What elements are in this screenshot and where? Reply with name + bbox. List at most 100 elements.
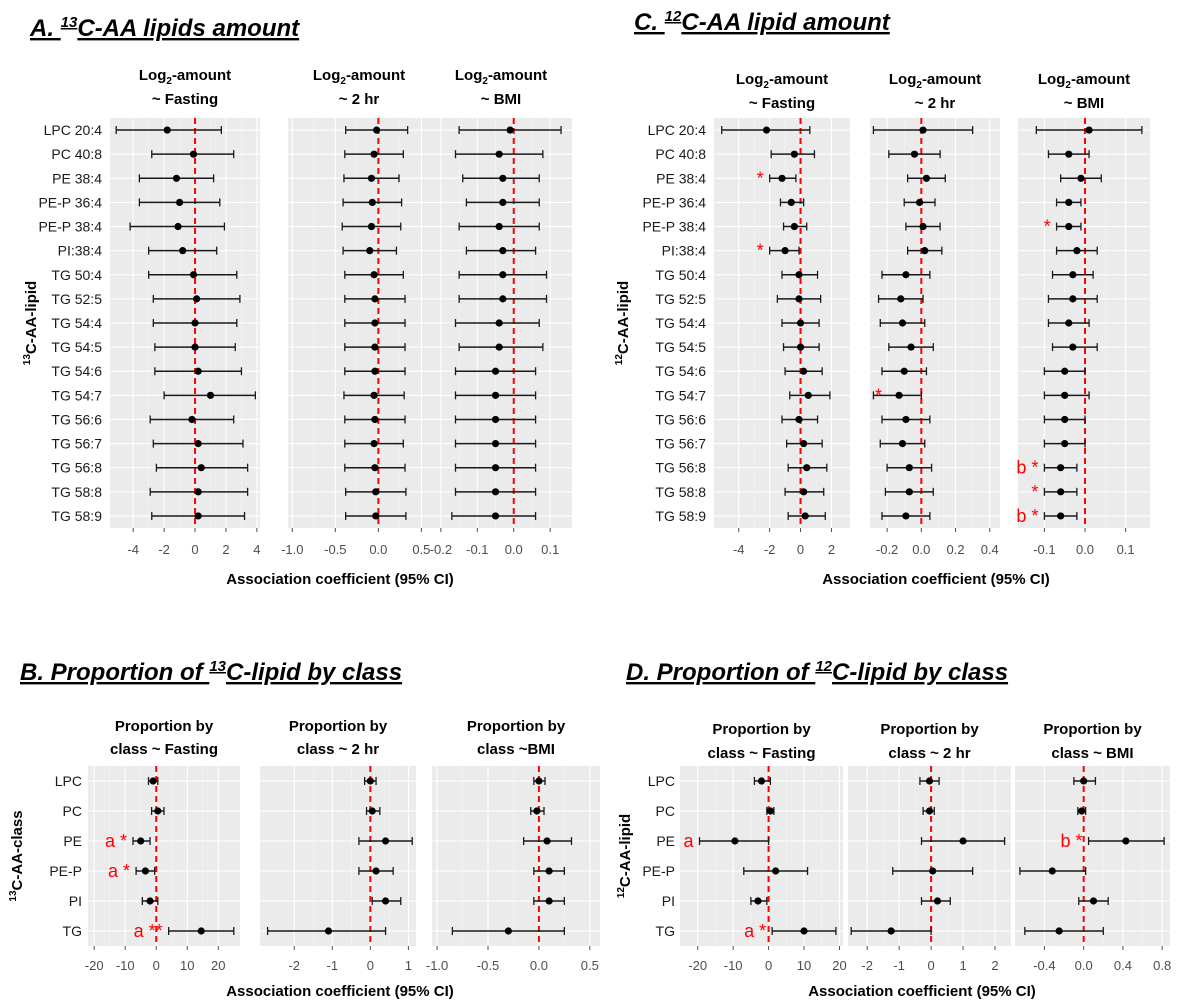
- x-tick-label: 0.5: [412, 542, 430, 557]
- estimate-point: [504, 927, 512, 935]
- estimate-point: [1069, 343, 1077, 351]
- estimate-point: [898, 439, 907, 448]
- facet-background: [88, 766, 240, 946]
- y-axis-rest: C-AA-lipid: [615, 281, 632, 354]
- estimate-point: [495, 343, 503, 351]
- facet: Log2-amount~ Fasting-4 -2 0 2 4: [110, 67, 261, 557]
- estimate-point: [197, 927, 205, 935]
- row-label: PE-P 36:4: [642, 194, 706, 210]
- estimate-point: [491, 488, 500, 496]
- estimate-point: [366, 247, 374, 255]
- estimate-point: [772, 867, 780, 875]
- significance-marker: a *: [744, 921, 766, 941]
- y-axis-isotope: 12: [616, 887, 627, 899]
- estimate-point: [372, 867, 380, 875]
- x-tick-label: 0: [367, 958, 374, 973]
- x-tick-label: -1: [327, 958, 339, 973]
- estimate-point: [1057, 464, 1065, 472]
- estimate-point: [189, 271, 198, 279]
- estimate-point: [371, 464, 379, 472]
- x-tick-label: -10: [116, 958, 135, 973]
- estimate-point: [766, 807, 774, 815]
- x-tick-label: -10: [724, 958, 743, 973]
- facet: Log2-amount~ Fasting-4 -2 0 2**: [714, 71, 850, 557]
- panel-title: C. 12C-AA lipid amount: [634, 8, 891, 36]
- row-label: LPC: [648, 773, 675, 789]
- row-label: PI: [662, 893, 675, 909]
- x-axis-title: Association coefficient (95% CI): [226, 983, 454, 1000]
- row-label: TG: [656, 923, 675, 939]
- facet-title-subscript: 2: [763, 80, 769, 91]
- x-tick-label: -0.1: [1033, 542, 1055, 557]
- estimate-point: [929, 867, 937, 875]
- row-label: TG: [63, 923, 82, 939]
- facet-title-line: Proportion by: [1043, 721, 1142, 738]
- estimate-point: [731, 837, 739, 845]
- panel-title-prefix: C.: [634, 9, 665, 36]
- estimate-point: [800, 488, 808, 496]
- x-tick-label: 0: [153, 958, 160, 973]
- x-tick-label: -2: [764, 542, 776, 557]
- estimate-point: [1061, 391, 1069, 399]
- facet: Log2-amount ~ BMI -0.1 0.0 0.1 * b * * b *: [1016, 71, 1150, 557]
- estimate-point: [533, 807, 541, 815]
- facet-title-line: ~ Fasting: [152, 91, 218, 108]
- row-label: TG 54:5: [51, 339, 102, 355]
- row-label: PI:38:4: [662, 243, 707, 259]
- facet: Proportion by class ~BMI -1.0 -0.5 0.0 0.5: [426, 718, 600, 973]
- estimate-point: [1065, 222, 1073, 231]
- estimate-point: [172, 174, 181, 182]
- estimate-point: [1069, 295, 1077, 303]
- row-label: TG 58:8: [655, 484, 706, 500]
- significance-marker: *: [757, 241, 764, 261]
- facet-title-subscript: 2: [166, 76, 172, 87]
- x-tick-label: 0: [927, 958, 934, 973]
- estimate-point: [146, 897, 154, 905]
- x-tick-label: 0.2: [946, 542, 964, 557]
- estimate-point: [137, 837, 145, 845]
- estimate-point: [381, 837, 390, 845]
- significance-marker: b *: [1061, 831, 1083, 851]
- x-tick-label: -2: [861, 958, 873, 973]
- facet: Proportion by class ~ BMI -0.4 0.0 0.4 0.8 b *: [1015, 721, 1171, 973]
- estimate-point: [371, 319, 379, 327]
- row-label: TG 56:7: [655, 436, 706, 452]
- x-tick-label: 10: [797, 958, 811, 973]
- estimate-point: [371, 367, 379, 375]
- x-tick-label: -4: [127, 542, 139, 557]
- panel-title: B. Proportion of 13C-lipid by class: [20, 658, 402, 686]
- facet-title-part: Log: [139, 67, 167, 84]
- facet-title-line: Proportion by: [289, 718, 388, 735]
- estimate-point: [916, 198, 924, 207]
- x-axis-title: Association coefficient (95% CI): [808, 983, 1036, 1000]
- facet-title-subscript: 2: [340, 76, 346, 87]
- panel-title-isotope: 12: [665, 8, 682, 25]
- estimate-point: [897, 295, 905, 303]
- estimate-point: [919, 126, 927, 134]
- estimate-point: [188, 415, 196, 424]
- estimate-point: [922, 174, 931, 182]
- significance-marker: a *: [105, 831, 127, 851]
- facet-title-line: Proportion by: [880, 721, 979, 738]
- estimate-point: [902, 415, 910, 424]
- panel-title-rest: C-AA lipid amount: [681, 9, 890, 36]
- estimate-point: [790, 150, 798, 158]
- row-label: TG 56:6: [51, 411, 102, 427]
- x-axis-title: Association coefficient (95% CI): [822, 571, 1050, 588]
- estimate-point: [754, 897, 762, 905]
- estimate-point: [163, 126, 171, 134]
- x-tick-label: 0.1: [1117, 542, 1135, 557]
- x-tick-label: -0.5: [477, 958, 499, 973]
- estimate-point: [757, 777, 766, 785]
- significance-marker: *: [757, 168, 764, 188]
- x-tick-label: -0.4: [1033, 958, 1055, 973]
- x-tick-label: 0.0: [505, 542, 523, 557]
- x-tick-label: -1.0: [426, 958, 448, 973]
- row-label: PE-P 38:4: [38, 219, 102, 235]
- facet-title-part: -amount: [1071, 71, 1130, 88]
- significance-marker: b *: [1016, 458, 1038, 478]
- x-tick-label: 20: [832, 958, 846, 973]
- estimate-point: [371, 343, 379, 351]
- row-label: TG 58:9: [655, 508, 706, 524]
